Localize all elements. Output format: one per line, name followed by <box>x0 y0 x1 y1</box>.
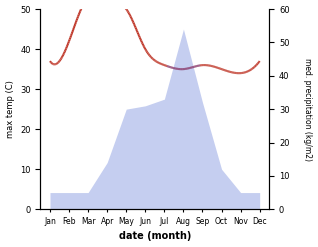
Y-axis label: max temp (C): max temp (C) <box>5 80 15 138</box>
X-axis label: date (month): date (month) <box>119 231 191 242</box>
Y-axis label: med. precipitation (kg/m2): med. precipitation (kg/m2) <box>303 58 313 161</box>
